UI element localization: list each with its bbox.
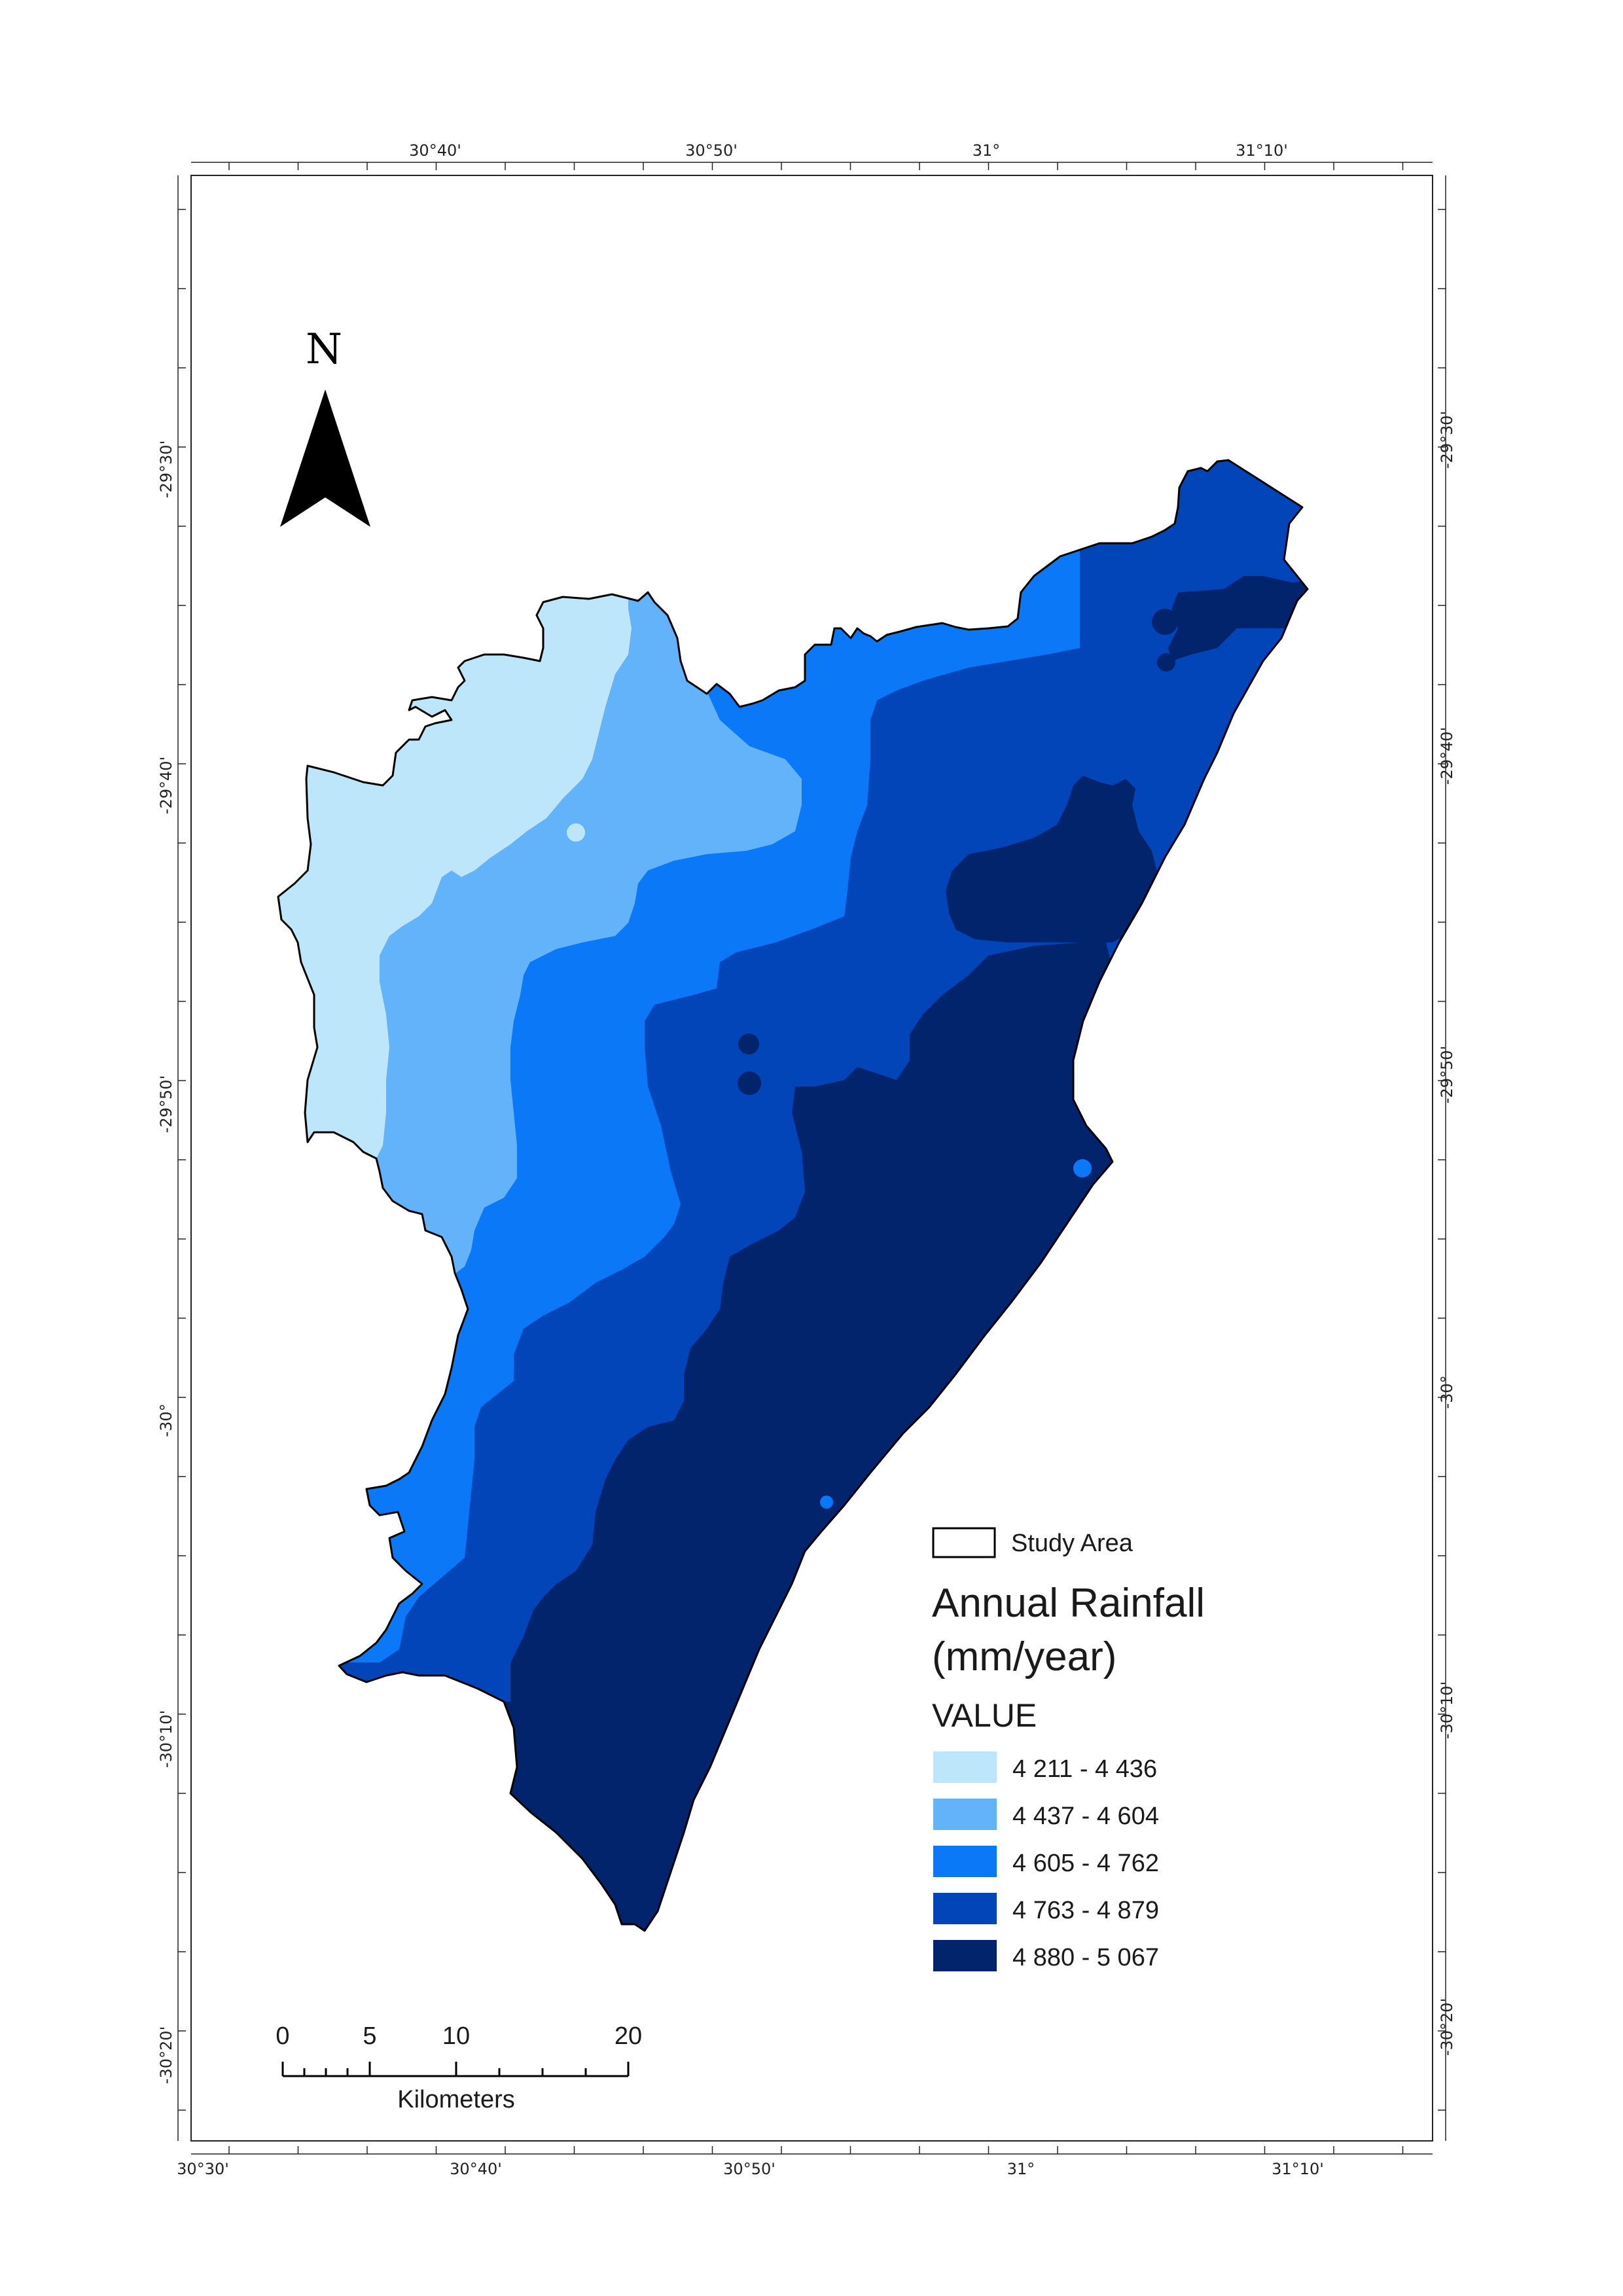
- legend-class-label: 4 763 - 4 879: [1012, 1897, 1159, 1924]
- bottom-lon-label: 31°: [1007, 2160, 1035, 2178]
- legend-swatch: [933, 1799, 997, 1830]
- right-lat-label: -30°20': [1438, 1998, 1456, 2056]
- rainfall-pocket: [1157, 653, 1175, 672]
- north-label: N: [306, 325, 342, 374]
- right-lat-label: -30°10': [1438, 1681, 1456, 1739]
- top-lon-label: 30°40': [409, 141, 461, 160]
- right-lat-label: -29°30': [1438, 411, 1456, 469]
- north-arrow-icon: [280, 389, 370, 527]
- graticule-labels: 30°40' 30°50' 31° 31°10' 30°30' 30°40' 3…: [157, 141, 1456, 2178]
- bottom-lon-label: 30°30': [177, 2160, 229, 2178]
- left-lat-label: -29°30': [157, 440, 175, 498]
- study-area-outline: [277, 459, 1309, 1932]
- legend-swatch: [933, 1940, 997, 1971]
- graticule-ticks: [178, 162, 1446, 2154]
- rainfall-zones: [278, 460, 1308, 1931]
- scale-tick-label: 20: [615, 2022, 642, 2050]
- bottom-lon-label: 30°50': [723, 2160, 776, 2178]
- study-area-swatch: [932, 1527, 996, 1558]
- bottom-lon-label: 31°10': [1272, 2160, 1324, 2178]
- left-lat-label: -30°10': [157, 1710, 175, 1768]
- map-frame: [190, 175, 1433, 2142]
- legend-swatch: [933, 1846, 997, 1877]
- scale-bar: 0 5 10 20 Kilometers: [276, 2022, 642, 2113]
- top-lon-label: 31°: [972, 141, 1001, 160]
- rainfall-pocket: [738, 1071, 761, 1095]
- left-lat-label: -30°20': [157, 2026, 175, 2084]
- rainfall-pocket: [820, 1496, 833, 1509]
- right-lat-label: -30°: [1438, 1375, 1456, 1408]
- left-lat-label: -29°40': [157, 757, 175, 814]
- north-arrow: N: [280, 325, 370, 527]
- rainfall-pocket: [1152, 609, 1178, 635]
- right-lat-label: -29°40': [1438, 727, 1456, 785]
- legend-class-label: 4 880 - 5 067: [1012, 1944, 1159, 1971]
- graticule-frame: [177, 162, 1446, 2155]
- legend-class-label: 4 605 - 4 762: [1012, 1850, 1159, 1877]
- rainfall-pocket: [1073, 1159, 1092, 1177]
- legend-title-units: (mm/year): [932, 1634, 1116, 1679]
- left-lat-label: -29°50': [157, 1075, 175, 1133]
- scale-unit-label: Kilometers: [397, 2086, 515, 2113]
- legend-field-label: VALUE: [932, 1697, 1037, 1734]
- bottom-lon-label: 30°40': [450, 2160, 502, 2178]
- legend: Study Area Annual Rainfall (mm/year) VAL…: [932, 1527, 1205, 1971]
- scale-tick-label: 10: [442, 2022, 470, 2050]
- legend-title: Annual Rainfall: [932, 1581, 1205, 1626]
- left-lat-label: -30°: [157, 1403, 175, 1437]
- top-lon-label: 31°10': [1236, 141, 1288, 160]
- rainfall-pocket: [567, 823, 585, 842]
- legend-class-label: 4 211 - 4 436: [1012, 1755, 1157, 1783]
- legend-swatch: [933, 1751, 997, 1783]
- legend-swatch: [933, 1893, 997, 1924]
- right-lat-label: -29°50': [1438, 1046, 1456, 1103]
- study-area-label: Study Area: [1011, 1530, 1133, 1557]
- scale-tick-label: 0: [276, 2022, 289, 2050]
- rainfall-pocket: [946, 776, 1158, 942]
- legend-class-label: 4 437 - 4 604: [1012, 1803, 1159, 1830]
- top-lon-label: 30°50': [685, 141, 738, 160]
- scale-tick-label: 5: [363, 2022, 376, 2050]
- rainfall-pocket: [738, 1033, 759, 1054]
